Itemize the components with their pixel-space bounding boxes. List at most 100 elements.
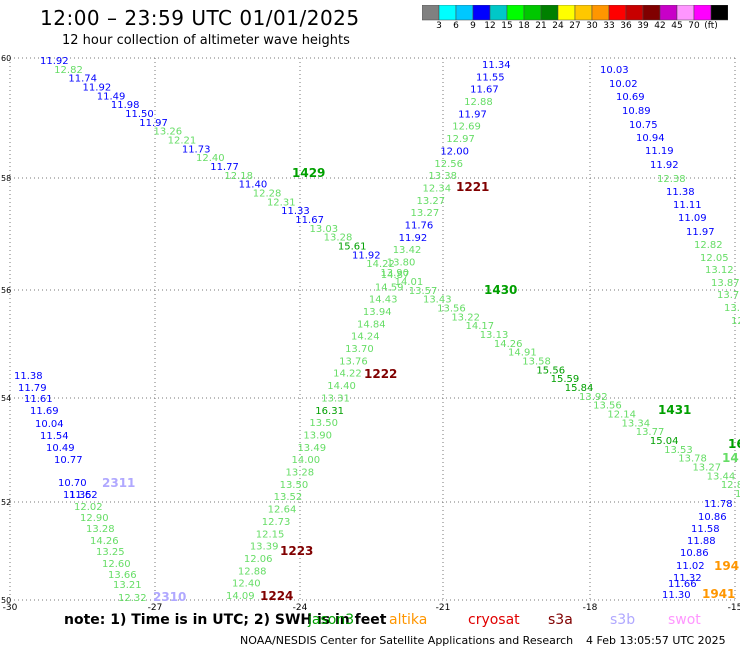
swh-value: 13.57: [409, 286, 438, 297]
pass-time-label: 1431: [658, 403, 691, 417]
swh-value: 12.28: [253, 189, 282, 200]
color-scale-label: 30: [586, 21, 598, 31]
swh-value: 14.00: [291, 455, 320, 466]
swh-value: 15.59: [551, 374, 580, 385]
swh-value: 11.77: [210, 162, 239, 173]
swh-value: 13.50: [280, 480, 309, 491]
swh-value: 11.67: [470, 85, 499, 96]
swh-value: 10.77: [54, 455, 83, 466]
swh-value: 12.64: [268, 505, 297, 516]
swh-value: 12.21: [168, 136, 197, 147]
swh-value: 11.92: [83, 83, 112, 94]
track-east: 10.03 10.02 10.69 10.89 10.75 10.94 11.19 11.92…: [600, 65, 740, 327]
pass-time-labels: 1429 1221 1430 1222 1431 2311 1223 2310 1224 194 1…: [102, 166, 740, 604]
swh-value: 12.31: [267, 197, 296, 208]
swh-value: 14.09: [226, 591, 255, 602]
swh-value: 13.90: [380, 268, 409, 279]
swh-value: 11.19: [645, 146, 674, 157]
color-scale-label: 24: [552, 21, 564, 31]
swh-value: 12.38: [657, 174, 686, 185]
longitude-label: -15: [728, 603, 740, 613]
swh-value: 11.67: [295, 215, 324, 226]
swh-value: 11.97: [686, 227, 715, 238]
swh-value: 13.26: [153, 127, 182, 138]
swh-value: 11.62: [69, 490, 98, 501]
swh-value: 11.58: [691, 524, 720, 535]
swh-value: 10.04: [35, 419, 64, 430]
swh-value: 13.44: [707, 471, 736, 482]
swh-value: 13.76: [339, 356, 368, 367]
swh-value: 14.26: [494, 339, 523, 350]
swh-value: 10.94: [636, 133, 665, 144]
swh-value: 13.87: [711, 278, 740, 289]
swh-value: 14.22: [366, 259, 395, 270]
swh-value: 14.84: [357, 319, 386, 330]
satellite-swot: swot: [668, 612, 701, 628]
swh-value: 11.09: [678, 213, 707, 224]
swh-value: 11.97: [458, 109, 487, 120]
swh-value: 11.02: [676, 561, 705, 572]
swh-value: 16.31: [315, 406, 344, 417]
swh-value: 15.56: [536, 365, 565, 376]
swh-value: 11.40: [239, 180, 268, 191]
swh-value: 12: [731, 316, 740, 327]
swh-value: 13.39: [250, 542, 279, 553]
pass-time-label: 2311: [102, 476, 135, 490]
swh-value: 10.03: [600, 65, 629, 76]
color-scale-label: 21: [535, 21, 547, 31]
footer-note: note: 1) Time is in UTC; 2) SWH is in fe…: [64, 612, 387, 628]
swh-value: 13.25: [96, 547, 125, 558]
swh-value: 11.38: [14, 371, 43, 382]
swh-value: 13.58: [522, 356, 551, 367]
swh-value: 12.88: [238, 566, 267, 577]
generation-timestamp: 4 Feb 13:05:57 UTC 2025: [586, 634, 726, 647]
swh-value: 11.73: [182, 144, 211, 155]
swh-value: 13.66: [108, 570, 137, 581]
satellite-jason3: jason3: [308, 612, 355, 628]
swh-value: 11.74: [68, 74, 97, 85]
swh-value: 13.56: [437, 303, 466, 314]
satellite-s3a: s3a: [548, 612, 573, 628]
swh-value: 13.80: [387, 258, 416, 269]
color-scale-bar: [422, 5, 728, 21]
swh-value: 14.59: [375, 282, 404, 293]
swh-value: 11.97: [139, 118, 168, 129]
swh-value: 14.26: [90, 536, 119, 547]
swh-value: 13.12: [705, 265, 734, 276]
swh-value: 12.14: [607, 409, 636, 420]
color-scale-label: (ft): [704, 21, 718, 31]
swh-value: 14.17: [466, 321, 495, 332]
swh-value: 14.01: [395, 277, 424, 288]
swh-value: 12.40: [196, 153, 225, 164]
swh-value: 13.77: [636, 427, 665, 438]
pass-time-label: 16: [728, 437, 740, 451]
swh-value: 12.73: [262, 517, 291, 528]
swh-value: 11.79: [18, 383, 47, 394]
swh-value: 11.98: [111, 100, 140, 111]
swh-value: 13.34: [622, 418, 651, 429]
page-title: 12:00 – 23:59 UTC 01/01/2025: [40, 6, 360, 30]
longitude-label: -30: [3, 603, 18, 613]
longitude-label: -18: [583, 603, 598, 613]
swh-value: 13.27: [411, 208, 440, 219]
credit-line: NOAA/NESDIS Center for Satellite Applica…: [240, 634, 574, 647]
swh-value: 14.43: [369, 295, 398, 306]
swh-value: 10.86: [698, 512, 727, 523]
swh-value: 13.78: [678, 454, 707, 465]
swh-value: 10.89: [622, 106, 651, 117]
latitude-label: 58: [1, 174, 11, 183]
swh-value: 13.: [724, 303, 740, 314]
swh-value: 13.90: [303, 430, 332, 441]
swh-value: 11.35: [63, 490, 92, 501]
swh-value: 13.56: [593, 401, 622, 412]
swh-value: 14.24: [351, 332, 380, 343]
swh-value: 12.05: [700, 253, 729, 264]
swh-value: 11.34: [482, 60, 511, 71]
swh-value: 12.06: [244, 554, 273, 565]
color-scale-label: 36: [620, 21, 632, 31]
color-scale-swatch: [710, 5, 728, 21]
swh-value: 11.78: [704, 499, 733, 510]
swh-value: 13.03: [309, 224, 338, 235]
swh-value: 11.54: [40, 431, 69, 442]
